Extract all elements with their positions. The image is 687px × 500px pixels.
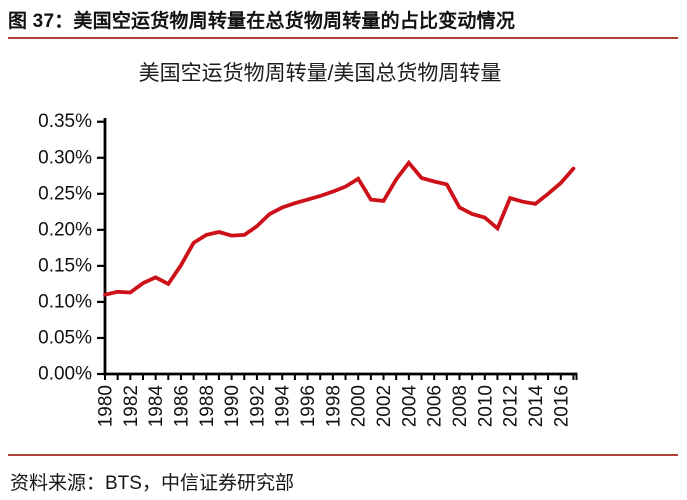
x-tick-label: 2004 — [399, 385, 420, 428]
x-tick-label: 1996 — [298, 385, 319, 427]
x-tick-label: 2012 — [501, 385, 522, 427]
data-line — [103, 159, 576, 297]
x-tick-label: 1990 — [222, 385, 243, 427]
x-tick-label: 1992 — [247, 385, 268, 427]
x-tick-label: 1994 — [273, 385, 294, 428]
y-tick-label: 0.30% — [38, 147, 92, 168]
caption-underline — [8, 37, 678, 39]
x-tick-label: 1988 — [197, 385, 218, 427]
x-tick-label: 2000 — [349, 385, 370, 427]
y-tick-label: 0.05% — [38, 327, 92, 348]
x-tick-label: 1980 — [96, 385, 117, 427]
x-tick-label: 1998 — [323, 385, 344, 427]
x-tick-label: 2002 — [374, 385, 395, 427]
x-tick-label: 2010 — [475, 385, 496, 427]
y-tick-label: 0.00% — [38, 364, 92, 385]
x-tick-label: 2014 — [526, 385, 547, 428]
y-tick-label: 0.20% — [38, 219, 92, 240]
y-tick-label: 0.25% — [38, 183, 92, 204]
x-tick-label: 2016 — [551, 385, 572, 427]
figure-caption: 图 37：美国空运货物周转量在总货物周转量的占比变动情况 — [8, 11, 516, 32]
chart-title: 美国空运货物周转量/美国总货物周转量 — [138, 62, 502, 85]
x-tick-label: 1986 — [171, 385, 192, 427]
x-tick-label: 1982 — [121, 385, 142, 427]
y-tick-label: 0.10% — [38, 291, 92, 312]
y-tick-label: 0.35% — [38, 111, 92, 132]
source-note: 资料来源：BTS，中信证券研究部 — [10, 473, 294, 494]
footer-rule — [8, 454, 678, 456]
x-tick-label: 2008 — [450, 385, 471, 427]
y-tick-label: 0.15% — [38, 255, 92, 276]
x-tick-label: 2006 — [425, 385, 446, 427]
x-tick-label: 1984 — [146, 385, 167, 428]
